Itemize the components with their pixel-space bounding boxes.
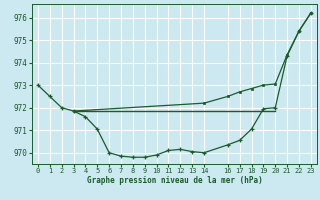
- X-axis label: Graphe pression niveau de la mer (hPa): Graphe pression niveau de la mer (hPa): [86, 176, 262, 185]
